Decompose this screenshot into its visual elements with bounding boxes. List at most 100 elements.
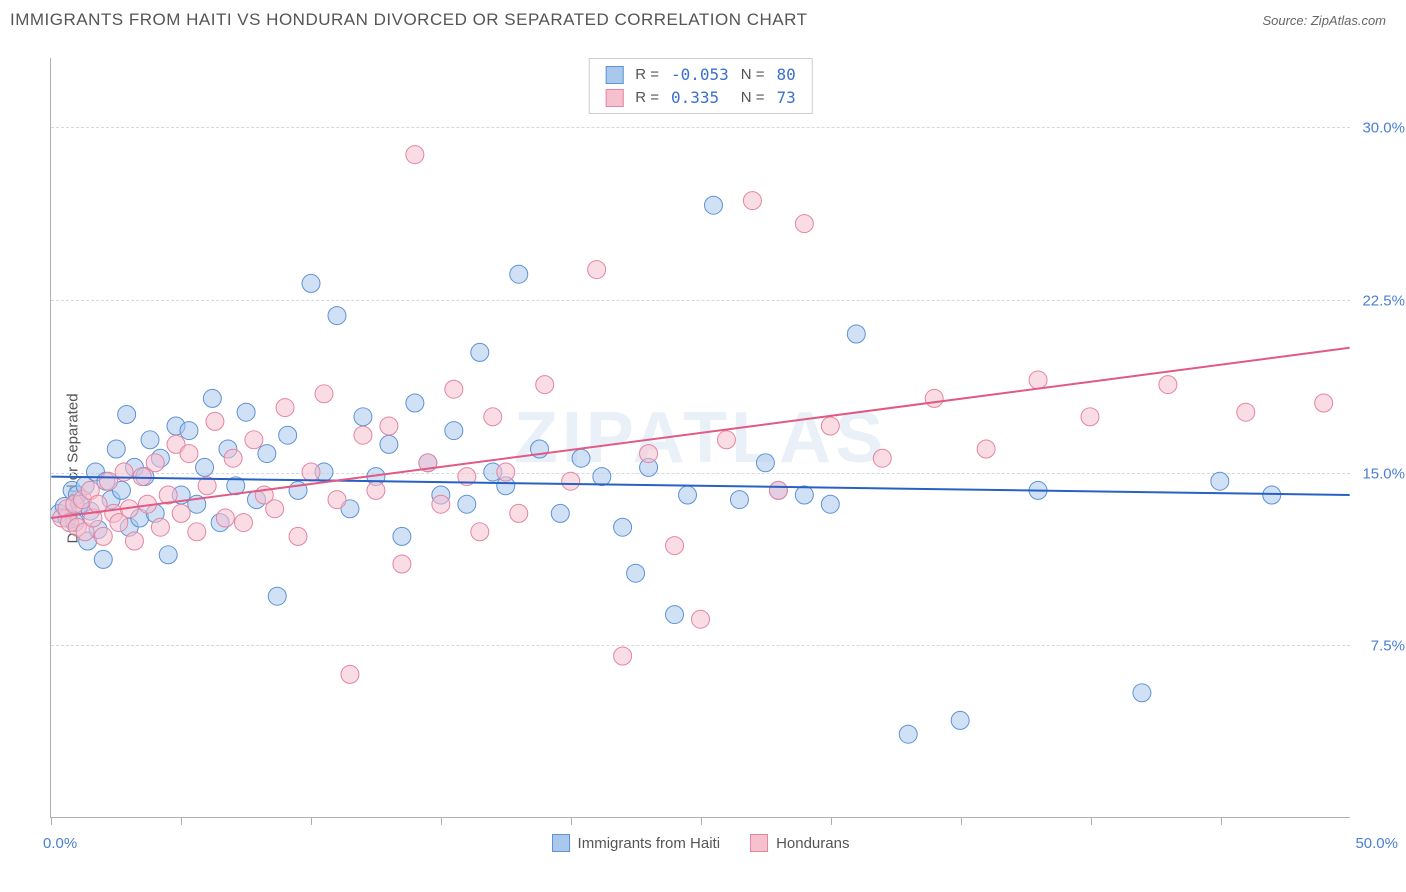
scatter-point-honduras (380, 417, 398, 435)
x-tick (181, 817, 182, 825)
legend-row-haiti: R = -0.053 N = 80 (599, 63, 802, 86)
r-value-haiti: -0.053 (665, 63, 735, 86)
scatter-point-honduras (497, 463, 515, 481)
x-tick (961, 817, 962, 825)
swatch-honduras (605, 89, 623, 107)
y-tick-label: 15.0% (1362, 465, 1405, 482)
series-legend: Immigrants from Haiti Hondurans (552, 834, 850, 852)
scatter-point-honduras (925, 389, 943, 407)
scatter-point-haiti (899, 725, 917, 743)
scatter-point-haiti (1211, 472, 1229, 490)
scatter-point-haiti (795, 486, 813, 504)
x-axis-min-label: 0.0% (43, 835, 77, 852)
x-tick (1221, 817, 1222, 825)
scatter-point-haiti (279, 426, 297, 444)
scatter-point-honduras (614, 647, 632, 665)
r-label: R = (629, 86, 665, 109)
scatter-point-haiti (354, 408, 372, 426)
correlation-legend: R = -0.053 N = 80 R = 0.335 N = 73 (588, 58, 813, 114)
scatter-point-haiti (614, 518, 632, 536)
scatter-point-haiti (510, 265, 528, 283)
scatter-point-haiti (237, 403, 255, 421)
scatter-point-honduras (235, 514, 253, 532)
chart-container: Divorced or Separated ZIPATLAS R = -0.05… (8, 40, 1398, 880)
scatter-point-haiti (458, 495, 476, 513)
legend-label-haiti: Immigrants from Haiti (578, 835, 721, 852)
y-tick-label: 7.5% (1371, 638, 1405, 655)
n-label: N = (735, 86, 771, 109)
scatter-point-honduras (146, 454, 164, 472)
scatter-point-haiti (704, 196, 722, 214)
scatter-point-honduras (266, 500, 284, 518)
scatter-point-honduras (717, 431, 735, 449)
scatter-point-honduras (125, 532, 143, 550)
scatter-point-honduras (1315, 394, 1333, 412)
legend-item-honduras: Hondurans (750, 834, 849, 852)
scatter-point-honduras (133, 468, 151, 486)
n-value-honduras: 73 (771, 86, 802, 109)
header: IMMIGRANTS FROM HAITI VS HONDURAN DIVORC… (0, 0, 1406, 34)
scatter-point-honduras (172, 504, 190, 522)
scatter-point-haiti (572, 449, 590, 467)
scatter-point-honduras (795, 215, 813, 233)
scatter-point-haiti (551, 504, 569, 522)
scatter-point-haiti (328, 307, 346, 325)
scatter-point-honduras (536, 376, 554, 394)
scatter-point-honduras (216, 509, 234, 527)
scatter-point-honduras (245, 431, 263, 449)
legend-label-honduras: Hondurans (776, 835, 849, 852)
scatter-point-haiti (821, 495, 839, 513)
x-tick (571, 817, 572, 825)
scatter-point-honduras (743, 192, 761, 210)
scatter-point-haiti (1263, 486, 1281, 504)
x-tick (831, 817, 832, 825)
scatter-point-honduras (406, 146, 424, 164)
scatter-point-haiti (159, 546, 177, 564)
r-value-honduras: 0.335 (665, 86, 735, 109)
scatter-point-honduras (769, 481, 787, 499)
scatter-point-haiti (393, 527, 411, 545)
scatter-point-honduras (328, 491, 346, 509)
scatter-point-honduras (151, 518, 169, 536)
scatter-point-honduras (206, 412, 224, 430)
scatter-point-honduras (341, 665, 359, 683)
scatter-point-haiti (258, 445, 276, 463)
scatter-point-honduras (873, 449, 891, 467)
scatter-point-honduras (99, 472, 117, 490)
scatter-point-haiti (951, 711, 969, 729)
scatter-point-honduras (471, 523, 489, 541)
scatter-point-haiti (730, 491, 748, 509)
scatter-point-honduras (510, 504, 528, 522)
scatter-point-haiti (406, 394, 424, 412)
swatch-haiti (552, 834, 570, 852)
scatter-point-haiti (302, 274, 320, 292)
y-tick-label: 30.0% (1362, 120, 1405, 137)
scatter-point-honduras (94, 527, 112, 545)
scatter-point-honduras (367, 481, 385, 499)
scatter-point-haiti (118, 406, 136, 424)
scatter-point-honduras (432, 495, 450, 513)
scatter-point-haiti (380, 435, 398, 453)
r-label: R = (629, 63, 665, 86)
scatter-point-haiti (196, 458, 214, 476)
scatter-point-honduras (1029, 371, 1047, 389)
scatter-point-haiti (445, 422, 463, 440)
scatter-point-haiti (679, 486, 697, 504)
scatter-point-haiti (94, 550, 112, 568)
scatter-point-haiti (666, 606, 684, 624)
scatter-point-honduras (588, 261, 606, 279)
scatter-point-honduras (302, 463, 320, 481)
x-tick (51, 817, 52, 825)
swatch-haiti (605, 66, 623, 84)
scatter-point-honduras (1237, 403, 1255, 421)
scatter-point-honduras (188, 523, 206, 541)
x-tick (441, 817, 442, 825)
scatter-point-honduras (315, 385, 333, 403)
x-tick (701, 817, 702, 825)
n-value-haiti: 80 (771, 63, 802, 86)
scatter-point-honduras (445, 380, 463, 398)
scatter-point-honduras (666, 537, 684, 555)
chart-title: IMMIGRANTS FROM HAITI VS HONDURAN DIVORC… (10, 10, 807, 30)
scatter-point-honduras (484, 408, 502, 426)
scatter-point-honduras (821, 417, 839, 435)
